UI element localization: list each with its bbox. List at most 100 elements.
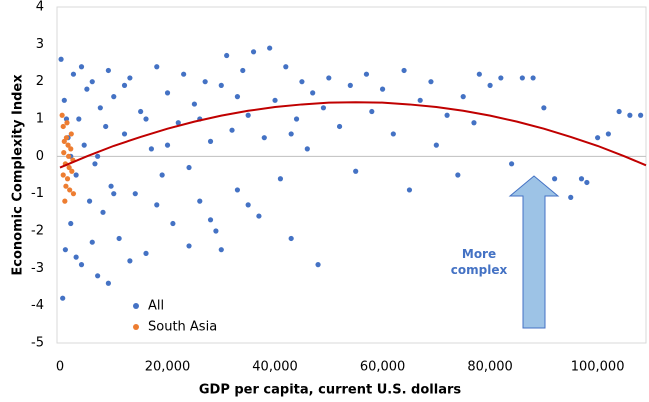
point bbox=[78, 262, 85, 268]
point bbox=[568, 194, 574, 200]
y-tick-label: 2 bbox=[36, 74, 44, 89]
point bbox=[116, 235, 122, 242]
point bbox=[406, 187, 413, 193]
point bbox=[62, 247, 68, 253]
point bbox=[70, 71, 77, 77]
point bbox=[186, 243, 192, 249]
point bbox=[66, 153, 72, 159]
point bbox=[68, 131, 74, 137]
x-tick-label: 0 bbox=[56, 360, 64, 375]
point bbox=[304, 146, 310, 152]
point bbox=[455, 172, 461, 178]
point bbox=[121, 131, 128, 137]
y-tick-label: -2 bbox=[31, 224, 44, 239]
point bbox=[61, 97, 67, 103]
point bbox=[170, 220, 176, 227]
point bbox=[148, 146, 154, 152]
x-tick-label: 80,000 bbox=[467, 360, 513, 375]
x-tick-label: 20,000 bbox=[145, 360, 191, 375]
point bbox=[417, 97, 423, 103]
point bbox=[60, 172, 66, 178]
point bbox=[89, 79, 95, 85]
point bbox=[605, 131, 611, 137]
legend-label: All bbox=[148, 299, 164, 314]
point bbox=[584, 179, 590, 186]
point bbox=[616, 108, 622, 115]
point bbox=[245, 112, 251, 118]
x-tick-label: 60,000 bbox=[360, 360, 406, 375]
point bbox=[326, 75, 332, 81]
point bbox=[111, 191, 117, 197]
point bbox=[444, 112, 450, 118]
point bbox=[121, 82, 128, 88]
point bbox=[638, 112, 644, 118]
point bbox=[207, 138, 214, 144]
point bbox=[277, 176, 284, 182]
point bbox=[95, 153, 101, 159]
point bbox=[508, 161, 515, 167]
point bbox=[299, 79, 305, 85]
point bbox=[68, 146, 74, 152]
point bbox=[229, 127, 235, 133]
point bbox=[530, 75, 536, 81]
y-axis-title: Economic Complexity Index bbox=[11, 74, 26, 276]
point bbox=[288, 131, 294, 137]
point bbox=[320, 105, 327, 111]
point bbox=[154, 64, 160, 70]
point bbox=[272, 97, 278, 103]
point bbox=[347, 82, 353, 88]
plot-frame bbox=[56, 6, 647, 344]
legend-label: South Asia bbox=[148, 320, 217, 335]
legend-marker bbox=[133, 303, 139, 309]
point bbox=[256, 213, 262, 219]
point bbox=[595, 135, 601, 141]
arrow bbox=[508, 175, 560, 329]
point bbox=[84, 86, 90, 92]
y-tick-label: -4 bbox=[31, 298, 44, 313]
point bbox=[471, 120, 477, 126]
point bbox=[250, 49, 257, 55]
point bbox=[498, 75, 504, 81]
x-tick-label: 100,000 bbox=[571, 360, 625, 375]
point bbox=[103, 123, 109, 130]
point bbox=[202, 79, 208, 85]
point bbox=[283, 64, 289, 70]
point bbox=[100, 209, 106, 215]
point bbox=[62, 198, 68, 204]
point bbox=[261, 135, 267, 141]
point bbox=[218, 82, 224, 88]
point bbox=[213, 228, 219, 234]
point bbox=[428, 79, 434, 85]
point bbox=[164, 142, 171, 148]
point bbox=[81, 142, 87, 148]
y-tick-label: 3 bbox=[36, 37, 44, 52]
point bbox=[69, 168, 75, 174]
point bbox=[191, 101, 198, 107]
x-axis-title: GDP per capita, current U.S. dollars bbox=[199, 383, 462, 398]
point bbox=[245, 202, 251, 208]
point bbox=[267, 45, 273, 51]
point bbox=[154, 202, 160, 208]
point bbox=[310, 90, 316, 96]
point bbox=[127, 75, 133, 81]
point bbox=[67, 187, 73, 193]
point bbox=[143, 250, 149, 256]
point bbox=[143, 116, 149, 122]
point bbox=[58, 56, 64, 62]
point bbox=[105, 67, 111, 74]
point bbox=[59, 112, 65, 118]
point bbox=[433, 142, 439, 148]
point bbox=[288, 235, 294, 242]
point bbox=[390, 131, 396, 137]
x-tick-label: 40,000 bbox=[252, 360, 298, 375]
point bbox=[315, 262, 321, 268]
point bbox=[61, 150, 67, 156]
point bbox=[240, 67, 246, 74]
point bbox=[186, 164, 192, 171]
point bbox=[627, 112, 633, 118]
point bbox=[159, 172, 165, 178]
point bbox=[73, 254, 79, 260]
point bbox=[519, 75, 525, 81]
